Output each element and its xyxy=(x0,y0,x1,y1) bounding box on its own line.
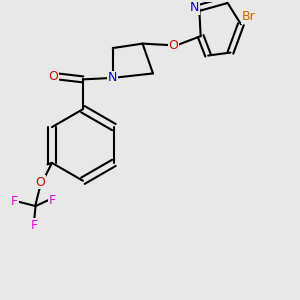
Text: F: F xyxy=(31,219,38,232)
Text: Br: Br xyxy=(242,10,255,23)
Text: F: F xyxy=(48,194,56,207)
Text: N: N xyxy=(190,1,200,14)
Text: N: N xyxy=(108,71,117,84)
Text: O: O xyxy=(35,176,45,189)
Text: O: O xyxy=(168,39,178,52)
Text: F: F xyxy=(11,195,18,208)
Text: O: O xyxy=(48,70,58,83)
